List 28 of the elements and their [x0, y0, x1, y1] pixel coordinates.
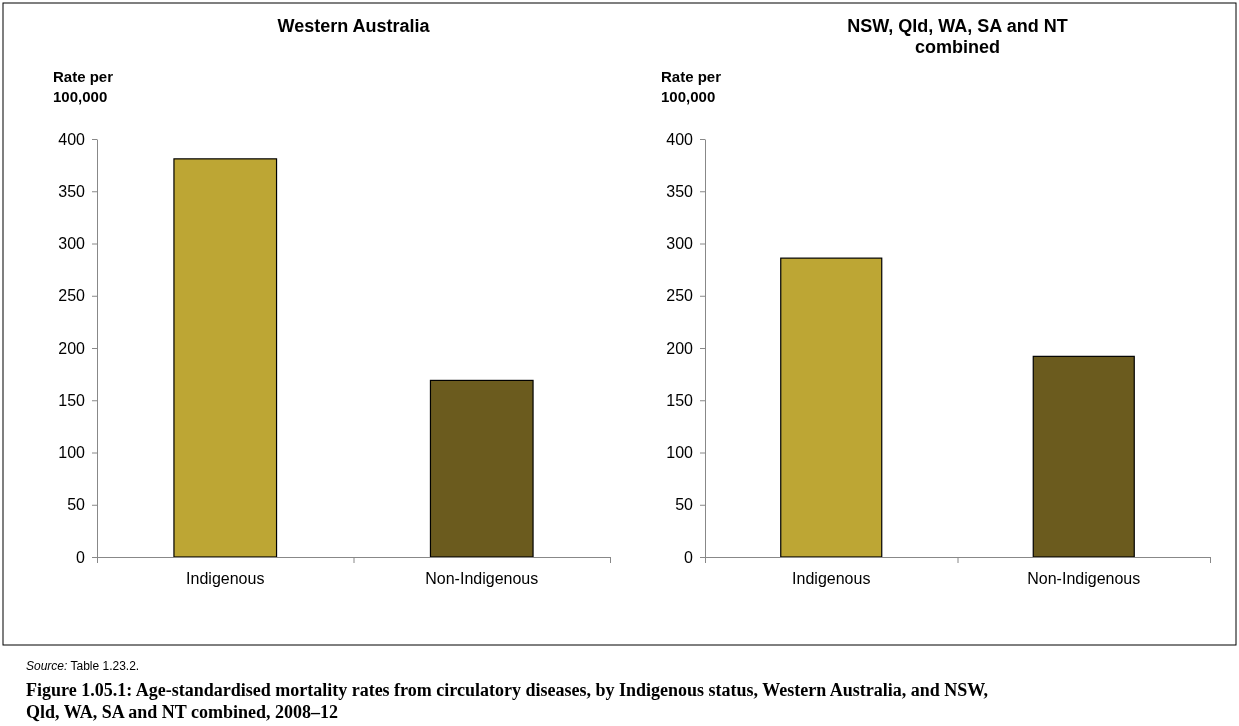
x-tick-label: Indigenous	[792, 570, 871, 587]
y-tick-label: 250	[666, 287, 694, 305]
y-tick-label: 50	[67, 496, 86, 514]
y-axis-title: Rate per 100,000	[661, 68, 722, 105]
x-tick-label: Non-Indigenous	[1027, 570, 1141, 587]
y-tick-label: 100	[666, 444, 694, 462]
x-tick-label: Non-Indigenous	[425, 570, 539, 587]
chart-title: Western Australia	[277, 16, 431, 36]
y-tick-label: 400	[666, 130, 694, 148]
y-tick-label: 400	[58, 130, 86, 148]
y-tick-label: 350	[666, 182, 694, 200]
source-note: Source: Table 1.23.2.	[26, 659, 140, 673]
y-tick-label: 150	[666, 391, 694, 409]
caption: Figure 1.05.1: Age-standardised mortality rates from circulatory diseases, by Indigenous status, Western Australia, and NSW, Qld, WA, SA and NT combined, 2008–12	[26, 680, 989, 722]
chart-title: NSW, Qld, WA, SA and NT combined	[847, 16, 1068, 57]
y-tick-label: 300	[666, 235, 694, 253]
y-tick-label: 200	[666, 339, 694, 357]
y-axis-title: Rate per 100,000	[53, 68, 114, 105]
y-tick-label: 50	[675, 496, 694, 514]
y-tick-label: 300	[58, 235, 86, 253]
y-tick-label: 250	[58, 287, 86, 305]
y-tick-label: 0	[76, 548, 86, 566]
y-tick-label: 150	[58, 391, 86, 409]
y-tick-label: 350	[58, 182, 86, 200]
x-tick-label: Indigenous	[186, 570, 265, 587]
y-tick-label: 200	[58, 339, 86, 357]
y-tick-label: 100	[58, 444, 86, 462]
y-tick-label: 0	[684, 548, 694, 566]
